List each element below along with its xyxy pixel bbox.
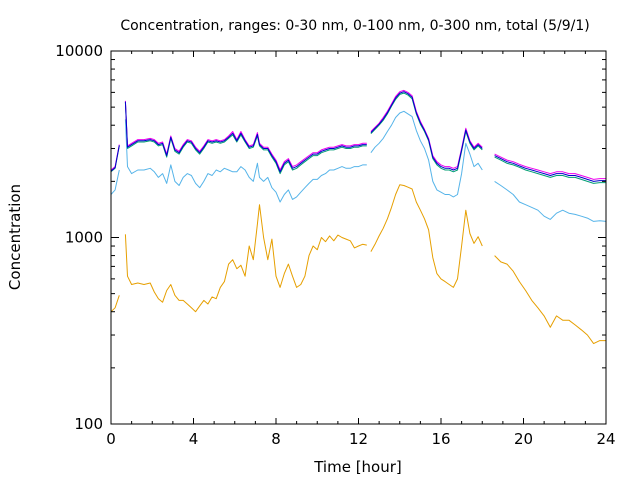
- series-2-line-segment-1: [110, 169, 120, 195]
- series-2-line-segment-4: [494, 180, 607, 222]
- x-tick-label: 4: [189, 430, 199, 448]
- y-tick-label: 100: [74, 415, 103, 433]
- series-4-line-segment-4: [494, 153, 606, 180]
- series-3-line-segment-2: [124, 102, 367, 175]
- series-layer: [110, 89, 607, 345]
- series-3-line-segment-4: [494, 156, 606, 184]
- x-tick-label: 12: [349, 430, 368, 448]
- series-1-line-segment-1: [110, 295, 120, 313]
- series-1-line-segment-2: [124, 204, 367, 313]
- chart-title: Concentration, ranges: 0-30 nm, 0-100 nm…: [120, 18, 589, 34]
- plot-frame: [110, 50, 607, 425]
- series-5-line-segment-3: [370, 91, 483, 171]
- series-4-line-segment-3: [370, 89, 483, 169]
- x-axis-title: Time [hour]: [313, 458, 402, 476]
- x-tick-label: 24: [596, 430, 615, 448]
- series-4-line-segment-2: [124, 100, 367, 171]
- series-1-line-segment-4: [494, 255, 606, 345]
- x-tick-label: 8: [271, 430, 281, 448]
- axis-layer: 0 4 8 12 16 20 24 100 1000 10000: [55, 42, 615, 448]
- x-tick-label: 20: [514, 430, 533, 448]
- series-2-line-segment-2: [124, 119, 367, 203]
- series-2-line-segment-3: [370, 110, 483, 198]
- series-5-line-segment-4: [494, 155, 606, 182]
- series-5-line-segment-1: [110, 145, 120, 172]
- x-tick-label: 0: [106, 430, 116, 448]
- x-tick-label: 16: [431, 430, 450, 448]
- series-5-line-segment-2: [124, 101, 367, 173]
- series-1-line-segment-3: [370, 184, 483, 288]
- y-tick-label: 10000: [55, 42, 103, 60]
- y-axis-title: Concentration: [6, 184, 24, 290]
- y-tick-label: 1000: [65, 229, 103, 247]
